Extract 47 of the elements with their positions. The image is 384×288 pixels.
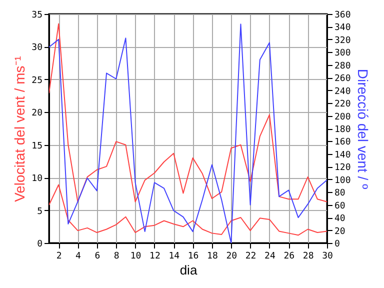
- x-tick-label: 20: [226, 252, 238, 262]
- y2-tick-label: 200: [334, 112, 351, 122]
- y2-tick-label: 60: [334, 201, 346, 212]
- x-tick-label: 10: [130, 252, 142, 262]
- y2-tick-label: 100: [334, 176, 351, 186]
- y-tick-label: 15: [32, 141, 42, 152]
- y2-tick-label: 300: [334, 48, 351, 59]
- x-tick-label: 2: [56, 252, 62, 262]
- y2-tick-label: 260: [334, 74, 351, 84]
- x-tick-label: 18: [207, 252, 218, 262]
- y-tick-label: 10: [32, 174, 42, 184]
- x-tick-label: 4: [76, 252, 81, 262]
- line-series: [49, 184, 327, 236]
- x-tick-label: 16: [188, 252, 199, 262]
- y2-tick-label: 340: [334, 23, 351, 34]
- y-tick-label: 35: [32, 10, 42, 20]
- x-tick-label: 12: [150, 252, 160, 262]
- x-tick-label: 14: [168, 252, 180, 262]
- x-tick-label: 30: [322, 252, 333, 262]
- y2-tick-label: 160: [334, 138, 351, 148]
- y-tick-label: 30: [32, 43, 42, 54]
- y2-tick-label: 80: [334, 188, 346, 199]
- y-tick-label: 25: [32, 76, 42, 86]
- y2-tick-label: 140: [334, 150, 351, 160]
- y2-tick-label: 320: [334, 36, 351, 46]
- y2-tick-label: 180: [334, 125, 351, 135]
- y-tick-label: 5: [37, 206, 42, 217]
- y2-tick-label: 280: [334, 61, 351, 72]
- x-tick-label: 22: [245, 252, 256, 262]
- y2-tick-label: 20: [334, 226, 346, 237]
- x-axis-title: dia: [180, 262, 198, 278]
- x-tick-label: 28: [302, 252, 314, 262]
- x-tick-label: 6: [94, 252, 100, 262]
- line-series: [49, 23, 327, 202]
- x-tick-label: 8: [114, 252, 120, 262]
- y2-tick-label: 240: [334, 86, 351, 97]
- y2-tick-label: 0: [334, 240, 340, 250]
- x-tick-label: 24: [264, 252, 276, 262]
- y2-axis-title: Direcció del vent / º: [354, 68, 371, 190]
- y2-tick-label: 40: [334, 214, 346, 224]
- y2-tick-label: 360: [334, 10, 351, 20]
- y-axis-title: Velocitat del vent / ms⁻¹: [12, 56, 28, 202]
- y2-tick-label: 220: [334, 100, 351, 110]
- y2-tick-label: 120: [334, 163, 351, 174]
- x-tick-label: 26: [284, 252, 295, 262]
- y-tick-label: 20: [32, 108, 42, 119]
- y-tick-label: 0: [37, 240, 42, 250]
